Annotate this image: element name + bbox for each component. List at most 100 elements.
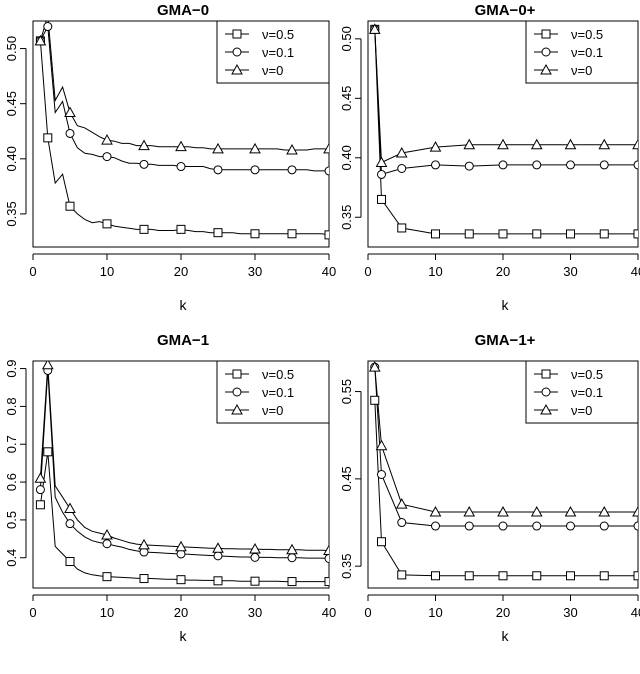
data-point-square bbox=[139, 574, 149, 584]
data-point-triangle bbox=[175, 140, 187, 152]
legend-label: ν=0.5 bbox=[262, 367, 294, 382]
legend-marker-triangle bbox=[540, 63, 552, 75]
x-tick-label: 20 bbox=[496, 605, 510, 620]
legend: ν=0.5 ν=0.1 ν=0 bbox=[525, 360, 639, 424]
data-point-square bbox=[287, 229, 297, 239]
legend-marker-square bbox=[232, 369, 242, 379]
data-point-triangle bbox=[375, 156, 388, 168]
series-line-3 bbox=[374, 29, 638, 164]
data-point-circle bbox=[43, 22, 53, 32]
data-point-circle bbox=[250, 165, 260, 175]
legend-label: ν=0.1 bbox=[571, 45, 603, 60]
data-point-circle bbox=[102, 539, 112, 549]
data-point-triangle bbox=[598, 138, 611, 150]
data-point-square bbox=[250, 576, 260, 586]
legend-label: ν=0.1 bbox=[571, 385, 603, 400]
y-tick-label: 0.50 bbox=[4, 36, 19, 61]
legend-marker-square bbox=[232, 29, 242, 39]
legend-label: ν=0.5 bbox=[571, 367, 603, 382]
data-point-square bbox=[213, 576, 223, 586]
data-point-triangle bbox=[530, 506, 543, 517]
legend-label: ν=0.1 bbox=[262, 385, 294, 400]
data-point-triangle bbox=[323, 142, 329, 154]
x-axis-label: k bbox=[502, 628, 510, 644]
data-point-circle bbox=[431, 160, 440, 170]
x-tick-label: 20 bbox=[174, 605, 188, 620]
data-point-triangle bbox=[41, 361, 54, 370]
legend-label: ν=0 bbox=[262, 403, 283, 418]
y-tick-label: 0.35 bbox=[339, 205, 354, 230]
y-tick-label: 0.45 bbox=[4, 91, 19, 116]
legend-label: ν=0 bbox=[262, 63, 283, 78]
data-point-triangle bbox=[598, 506, 611, 517]
data-point-square bbox=[250, 229, 260, 239]
data-point-square bbox=[35, 500, 45, 510]
data-point-square bbox=[377, 537, 386, 547]
data-point-circle bbox=[599, 521, 609, 531]
x-tick-label: 0 bbox=[29, 264, 36, 279]
x-tick-label: 40 bbox=[631, 264, 640, 279]
y-tick-label: 0.7 bbox=[4, 435, 19, 453]
chart-panel-3: GMA−10 10 20 30 400.40.50.60.70.80.9kν=0.5ν=… bbox=[4, 332, 336, 644]
data-point-circle bbox=[532, 160, 542, 170]
series-group bbox=[34, 361, 329, 587]
x-tick-label: 40 bbox=[322, 605, 336, 620]
series-line-1 bbox=[374, 400, 638, 577]
legend-marker-circle bbox=[541, 47, 551, 57]
data-point-triangle bbox=[463, 506, 476, 517]
data-point-square bbox=[43, 447, 53, 457]
y-tick-label: 0.40 bbox=[339, 145, 354, 170]
data-point-triangle bbox=[286, 543, 298, 555]
chart-grid: GMA−00 10 20 30 400.350.400.450.50kν=0.5ν=0.… bbox=[4, 2, 640, 644]
x-tick-label: 30 bbox=[563, 264, 577, 279]
data-point-circle bbox=[287, 165, 297, 175]
x-tick-label: 10 bbox=[100, 264, 114, 279]
series-line-3 bbox=[39, 364, 329, 551]
data-point-square bbox=[431, 229, 440, 239]
data-point-circle bbox=[35, 485, 45, 495]
legend-label: ν=0.1 bbox=[262, 45, 294, 60]
y-tick-label: 0.9 bbox=[4, 360, 19, 378]
data-point-triangle bbox=[429, 506, 442, 517]
data-point-square bbox=[633, 571, 638, 581]
y-tick-label: 0.35 bbox=[339, 554, 354, 579]
data-point-square bbox=[324, 230, 329, 240]
data-point-circle bbox=[566, 521, 575, 531]
data-point-triangle bbox=[632, 506, 638, 517]
series-line-1 bbox=[39, 451, 329, 583]
y-tick-label: 0.40 bbox=[4, 146, 19, 171]
data-point-triangle bbox=[368, 361, 381, 372]
data-point-square bbox=[498, 571, 508, 581]
x-axis-label: k bbox=[502, 297, 510, 313]
data-point-circle bbox=[633, 160, 638, 170]
legend: ν=0.5 ν=0.1 ν=0 bbox=[216, 20, 330, 84]
data-point-triangle bbox=[632, 138, 638, 150]
y-tick-label: 0.45 bbox=[339, 466, 354, 491]
data-point-triangle bbox=[64, 106, 76, 118]
data-point-triangle bbox=[286, 143, 298, 155]
data-point-triangle bbox=[138, 538, 150, 550]
data-point-circle bbox=[324, 166, 329, 176]
legend-marker-square bbox=[541, 369, 551, 379]
legend-marker-circle bbox=[541, 387, 551, 397]
x-tick-label: 0 bbox=[29, 605, 36, 620]
data-point-square bbox=[324, 577, 329, 587]
data-point-circle bbox=[213, 165, 223, 175]
y-tick-label: 0.4 bbox=[4, 549, 19, 567]
data-point-square bbox=[102, 219, 112, 229]
data-point-square bbox=[532, 571, 542, 581]
legend: ν=0.5 ν=0.1 ν=0 bbox=[525, 20, 639, 84]
x-tick-label: 40 bbox=[322, 264, 336, 279]
data-point-triangle bbox=[368, 23, 381, 34]
plot-frame bbox=[32, 20, 330, 248]
data-point-square bbox=[370, 395, 380, 405]
data-point-square bbox=[176, 224, 186, 234]
data-point-triangle bbox=[564, 506, 577, 517]
data-point-square bbox=[176, 575, 186, 585]
data-point-square bbox=[65, 557, 75, 567]
series-line-2 bbox=[374, 367, 638, 527]
data-point-circle bbox=[65, 519, 75, 529]
data-point-triangle bbox=[497, 138, 509, 150]
chart-panel-2: GMA−0+0102030400.350.400.450.50kν=0.5ν=0… bbox=[339, 2, 640, 313]
data-point-square bbox=[65, 201, 75, 211]
